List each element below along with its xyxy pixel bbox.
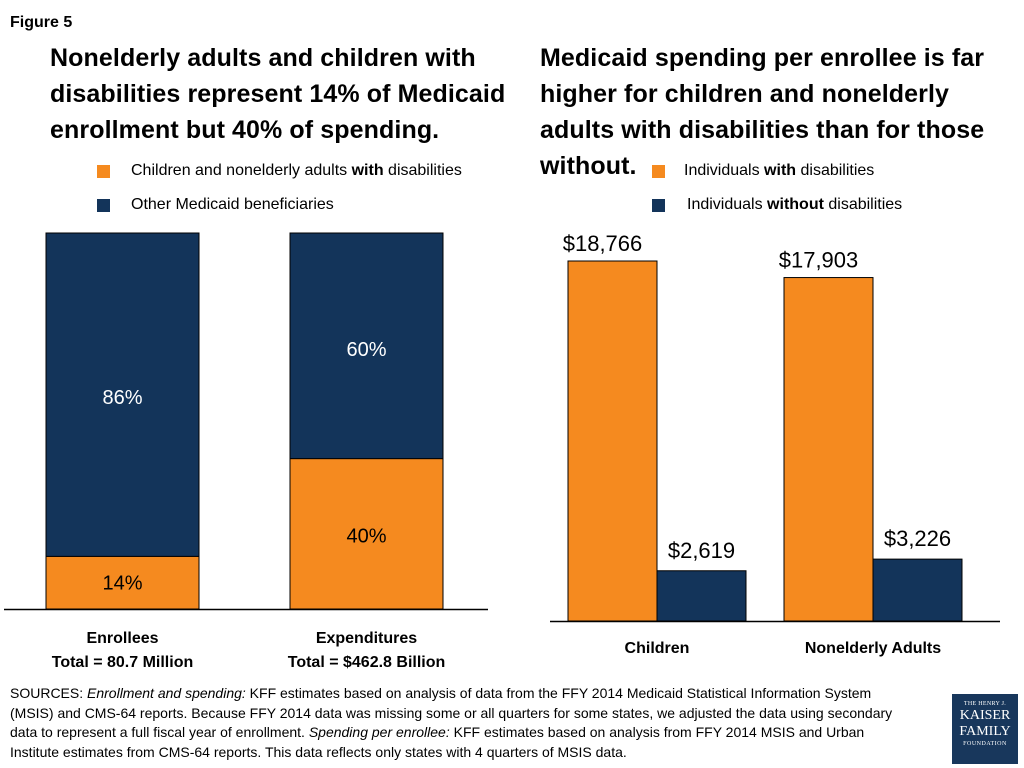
legend-swatch-orange	[652, 164, 665, 178]
right-headline: Medicaid spending per enrollee is far hi…	[540, 44, 985, 180]
sources-note: SOURCES: Enrollment and spending: KFF es…	[10, 685, 893, 760]
data-label: $18,766	[563, 231, 643, 256]
category-subtitle: Total = $462.8 Billion	[288, 654, 446, 671]
bar-segment-with-disabilities	[289, 458, 444, 610]
legend-label: Individuals without disabilities	[687, 196, 903, 213]
logo-line: FAMILY	[959, 724, 1011, 739]
bar-segment-with-disabilities	[45, 555, 200, 610]
data-label: 40%	[346, 526, 386, 548]
bar-segment-other-beneficiaries	[45, 232, 200, 557]
category-label: Children	[625, 640, 690, 657]
category-label: Nonelderly Adults	[805, 640, 941, 657]
legend-item-individuals-with: Individuals with disabilities	[652, 162, 874, 180]
logo-line: KAISER	[959, 708, 1011, 723]
legend-swatch-orange	[97, 164, 110, 178]
legend-label: Other Medicaid beneficiaries	[131, 196, 334, 213]
bar-segment-other-beneficiaries	[289, 232, 444, 460]
legend-item-individuals-without: Individuals without disabilities	[652, 196, 902, 214]
category-subtitle: Total = 80.7 Million	[52, 654, 194, 671]
logo-line: THE HENRY J.	[963, 701, 1007, 707]
left-headline: Nonelderly adults and children with disa…	[50, 44, 506, 144]
legend-item-with-disabilities: Children and nonelderly adults with disa…	[97, 162, 462, 180]
kff-logo: THE HENRY J. KAISER FAMILY FOUNDATION	[952, 694, 1018, 764]
data-label: 14%	[102, 573, 142, 595]
legend-swatch-navy	[97, 198, 110, 212]
bar-with-disabilities	[567, 260, 658, 622]
data-label: 86%	[102, 387, 142, 409]
bar-with-disabilities	[783, 277, 874, 622]
logo-line: FOUNDATION	[963, 741, 1007, 747]
charts-canvas: 14% 86% Enrollees Total = 80.7 Million 40% 60…	[4, 231, 1000, 671]
data-label: $17,903	[779, 248, 859, 273]
figure-label: Figure 5	[10, 14, 73, 31]
legend-label: Children and nonelderly adults with disa…	[131, 162, 462, 179]
legend-label: Individuals with disabilities	[684, 162, 875, 179]
data-label: $3,226	[884, 526, 951, 551]
bar-without-disabilities	[656, 570, 747, 622]
category-label: Expenditures	[316, 630, 417, 647]
legend-swatch-navy	[652, 198, 665, 212]
data-label: $2,619	[668, 538, 735, 563]
data-label: 60%	[346, 339, 386, 361]
category-label: Enrollees	[86, 630, 158, 647]
legend-item-other-beneficiaries: Other Medicaid beneficiaries	[97, 196, 334, 214]
bar-without-disabilities	[872, 558, 963, 622]
